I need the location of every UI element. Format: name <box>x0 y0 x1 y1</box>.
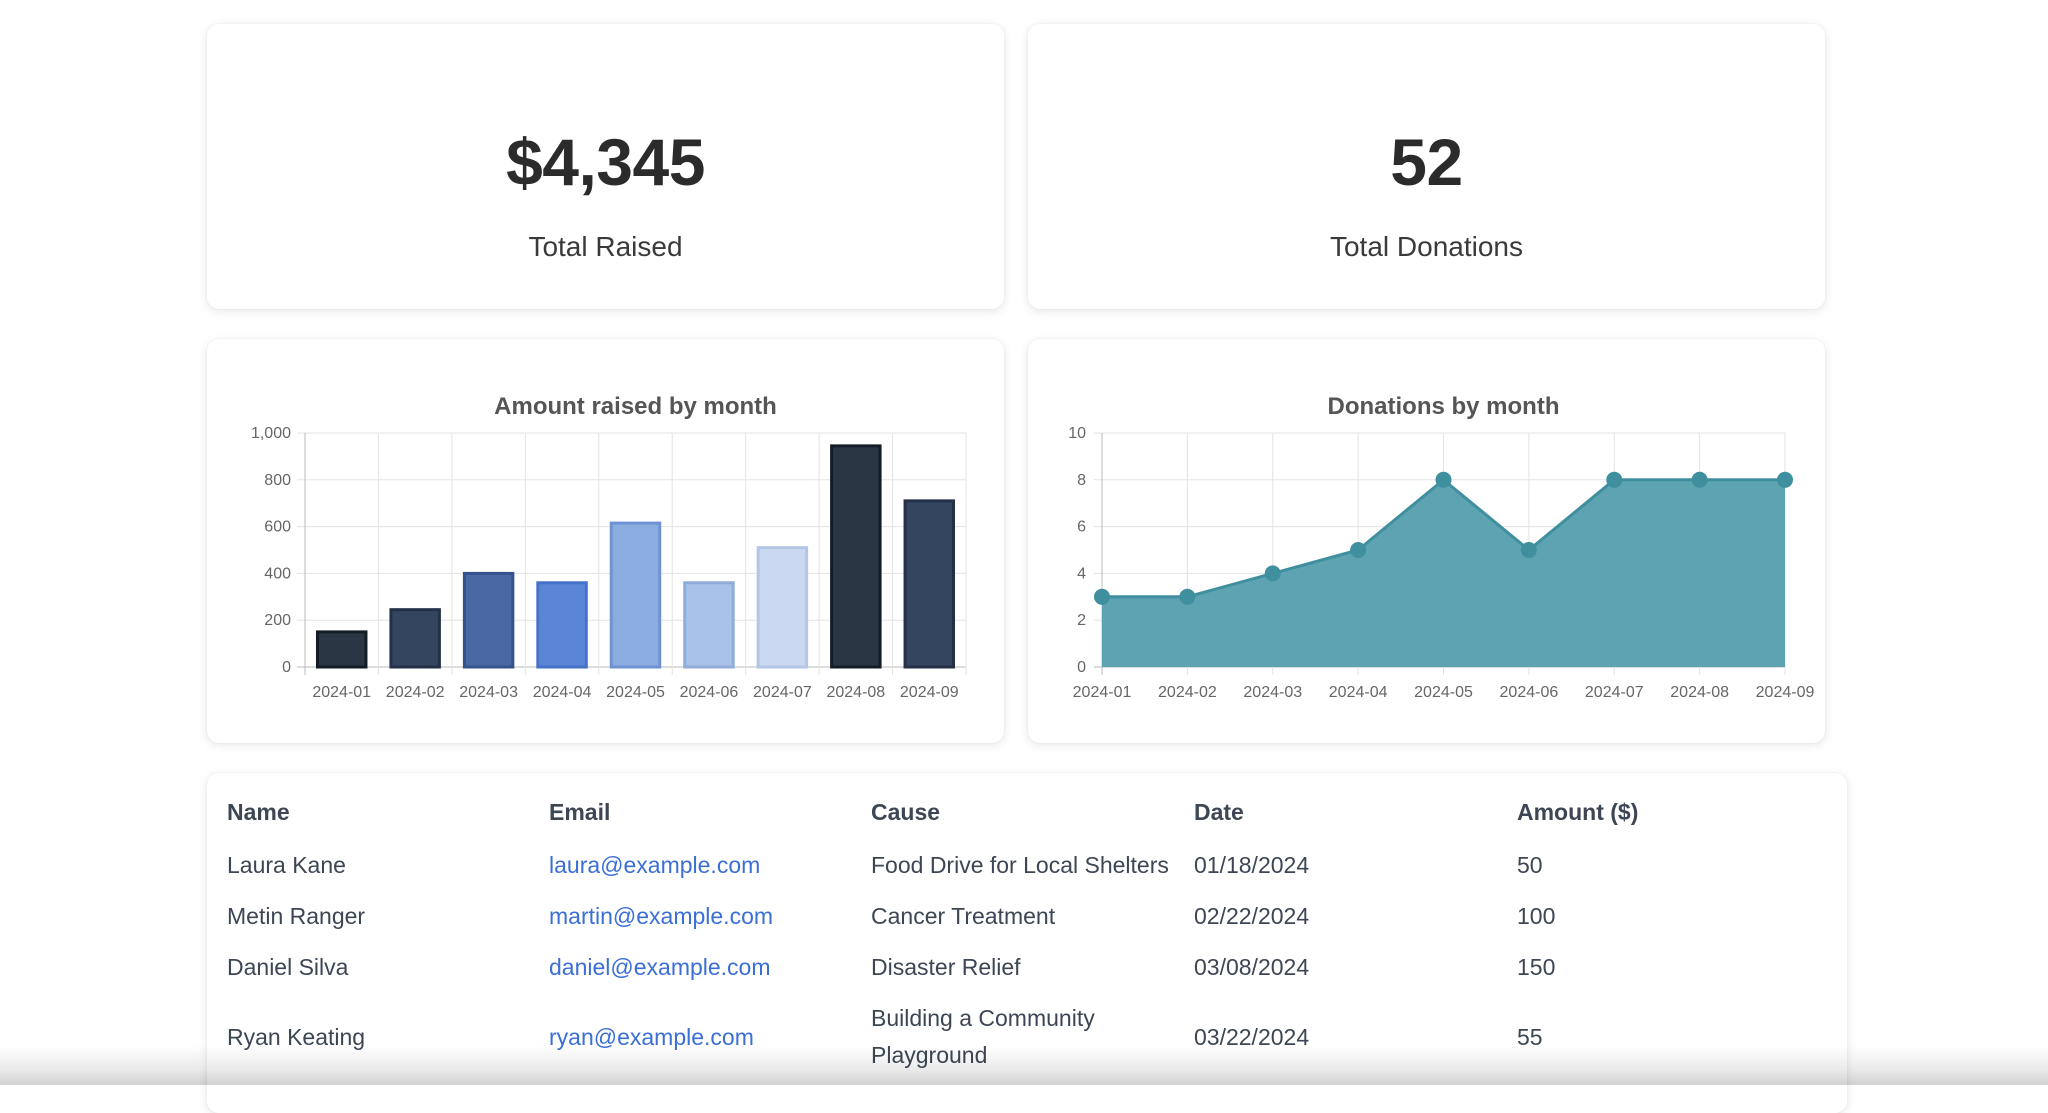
x-tick-label: 2024-01 <box>1073 684 1132 701</box>
bar <box>462 571 515 669</box>
cell-amount: 150 <box>1517 954 1556 980</box>
total-raised-value: $4,345 <box>506 125 705 199</box>
bar <box>389 608 441 669</box>
cell-email-wrap: martin@example.com <box>549 891 871 942</box>
cell-cause: Food Drive for Local Shelters <box>871 852 1169 878</box>
cell-amount: 50 <box>1517 852 1543 878</box>
total-donations-value: 52 <box>1390 125 1463 199</box>
cell-amount: 55 <box>1517 1023 1543 1050</box>
cell-email-wrap: laura@example.com <box>549 840 871 891</box>
table-header-row: Name Email Cause Date Amount ($) <box>227 799 1827 840</box>
x-tick-label: 2024-08 <box>1670 684 1729 701</box>
y-tick-label: 8 <box>1077 472 1086 489</box>
cell-amount: 100 <box>1517 903 1556 929</box>
x-tick-label: 2024-01 <box>312 684 371 701</box>
x-tick-label: 2024-08 <box>826 684 885 701</box>
email-link[interactable]: daniel@example.com <box>549 954 771 980</box>
total-donations-label: Total Donations <box>1329 231 1523 262</box>
bar <box>903 499 956 669</box>
data-point <box>1264 565 1281 582</box>
x-tick-label: 2024-06 <box>680 684 739 701</box>
data-point <box>1435 471 1452 488</box>
total-raised-label: Total Raised <box>528 231 683 262</box>
x-tick-label: 2024-06 <box>1500 684 1559 701</box>
y-tick-label: 0 <box>282 659 291 676</box>
email-link[interactable]: martin@example.com <box>549 903 774 929</box>
area-fill <box>1102 479 1785 667</box>
cell-name: Laura Kane <box>227 852 346 878</box>
y-tick-label: 800 <box>264 472 291 489</box>
y-tick-label: 10 <box>1068 425 1086 442</box>
cell-cause-wrap: Building a Community Playground <box>871 993 1194 1081</box>
total-donations-card: 52 Total Donations <box>1028 24 1825 309</box>
header-amount[interactable]: Amount ($) <box>1517 799 1639 825</box>
x-tick-label: 2024-04 <box>1329 684 1388 701</box>
x-tick-label: 2024-07 <box>1585 684 1644 701</box>
data-point <box>1691 471 1708 488</box>
cell-date: 03/08/2024 <box>1194 954 1310 980</box>
donations-chart-card: Donations by month 0 2 4 6 8 10 2024-01 2024-02 2… <box>1028 339 1825 743</box>
header-date[interactable]: Date <box>1194 799 1244 825</box>
email-link[interactable]: laura@example.com <box>549 852 761 878</box>
y-tick-label: 0 <box>1077 659 1086 676</box>
header-cause[interactable]: Cause <box>871 799 941 825</box>
table-row: Ryan Keating ryan@example.com Building a… <box>227 993 1827 1081</box>
table-row: Laura Kane laura@example.com Food Drive … <box>227 840 1827 891</box>
y-tick-label: 1,000 <box>251 425 291 442</box>
grid <box>297 432 967 675</box>
cell-date: 03/22/2024 <box>1194 1023 1310 1050</box>
data-point <box>1350 542 1367 558</box>
x-tick-label: 2024-09 <box>1756 684 1815 701</box>
data-point <box>1094 588 1110 605</box>
y-tick-label: 2 <box>1077 612 1086 629</box>
y-tick-label: 200 <box>264 612 291 629</box>
cell-date: 01/18/2024 <box>1194 852 1310 878</box>
x-tick-label: 2024-02 <box>386 684 445 701</box>
x-tick-label: 2024-03 <box>1243 684 1302 701</box>
amount-raised-chart-card: Amount raised by month 0 200 400 600 800 1,000… <box>207 339 1004 743</box>
cell-email-wrap: daniel@example.com <box>549 942 871 993</box>
amount-raised-bar-chart: Amount raised by month 0 200 400 600 800 1,000… <box>251 393 967 701</box>
bar <box>315 630 368 669</box>
data-point <box>1606 471 1623 488</box>
email-link[interactable]: ryan@example.com <box>549 1023 754 1050</box>
y-tick-label: 600 <box>264 519 291 536</box>
x-tick-label: 2024-05 <box>1414 684 1473 701</box>
data-point <box>1520 542 1537 558</box>
y-tick-label: 4 <box>1077 565 1086 582</box>
cell-cause: Cancer Treatment <box>871 903 1056 929</box>
bar <box>756 546 809 669</box>
table-row: Metin Ranger martin@example.com Cancer T… <box>227 891 1827 942</box>
bar <box>683 581 735 669</box>
cell-name: Daniel Silva <box>227 954 349 980</box>
donations-table: Name Email Cause Date Amount ($) Laura K… <box>227 799 1827 1081</box>
x-tick-label: 2024-05 <box>606 684 665 701</box>
y-tick-label: 400 <box>264 565 291 582</box>
header-email[interactable]: Email <box>549 799 611 825</box>
bar <box>609 521 662 669</box>
bar <box>536 581 588 669</box>
y-tick-label: 6 <box>1077 519 1086 536</box>
x-tick-label: 2024-07 <box>753 684 812 701</box>
chart-title: Amount raised by month <box>494 393 777 420</box>
total-raised-card: $4,345 Total Raised <box>207 24 1004 309</box>
x-tick-label: 2024-09 <box>900 684 959 701</box>
cell-cause: Disaster Relief <box>871 954 1021 980</box>
donations-table-card: Name Email Cause Date Amount ($) Laura K… <box>207 773 1847 1113</box>
table-row: Daniel Silva daniel@example.com Disaster… <box>227 942 1827 993</box>
bar <box>830 444 882 669</box>
cell-email-wrap: ryan@example.com <box>549 993 871 1081</box>
cell-name: Metin Ranger <box>227 903 366 929</box>
donations-area-chart: Donations by month 0 2 4 6 8 10 2024-01 2024-02 2… <box>1068 393 1815 701</box>
x-tick-label: 2024-04 <box>533 684 592 701</box>
data-point <box>1777 471 1793 488</box>
x-tick-label: 2024-03 <box>459 684 518 701</box>
cell-date: 02/22/2024 <box>1194 903 1310 929</box>
chart-title: Donations by month <box>1328 393 1560 420</box>
header-name[interactable]: Name <box>227 799 290 825</box>
cell-name: Ryan Keating <box>227 1023 366 1050</box>
x-tick-label: 2024-02 <box>1158 684 1217 701</box>
data-point <box>1179 588 1196 605</box>
cell-cause: Building a Community Playground <box>871 1005 1095 1068</box>
